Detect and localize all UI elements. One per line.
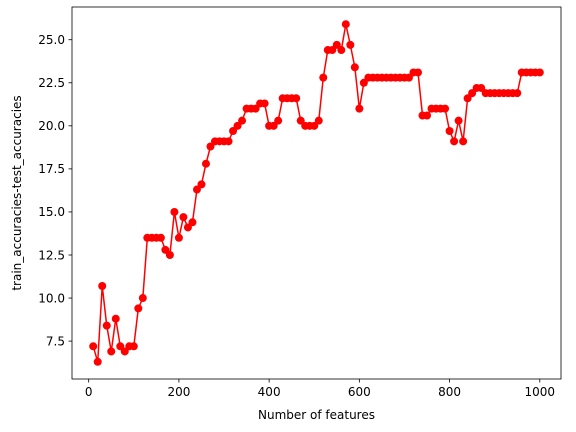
x-tick-label: 800 (438, 385, 461, 399)
x-tick-label: 0 (85, 385, 93, 399)
y-tick-label: 10.0 (38, 291, 65, 305)
x-tick-label: 1000 (525, 385, 556, 399)
data-point (310, 121, 319, 130)
data-point (341, 20, 350, 29)
x-tick-label: 200 (167, 385, 190, 399)
plot-frame (71, 6, 562, 380)
data-point (156, 233, 165, 242)
x-axis-label: Number of features (258, 408, 375, 422)
data-point (314, 116, 323, 125)
data-point (201, 159, 210, 168)
data-point (441, 104, 450, 113)
y-axis-ticks: 7.5 10.0 12.5 15.0 17.5 20.0 22.5 25.0 (38, 33, 72, 348)
data-point (359, 78, 368, 87)
data-point (346, 40, 355, 49)
data-point (337, 46, 346, 55)
data-point (251, 104, 260, 113)
data-point (274, 116, 283, 125)
data-point (224, 137, 233, 146)
data-point (350, 63, 359, 72)
data-point (513, 89, 522, 98)
data-point (107, 347, 116, 356)
y-tick-label: 17.5 (38, 162, 65, 176)
y-tick-label: 12.5 (38, 248, 65, 262)
data-point (238, 116, 247, 125)
data-point (111, 314, 120, 323)
y-tick-label: 15.0 (38, 205, 65, 219)
data-point (233, 121, 242, 130)
data-point (468, 89, 477, 98)
y-tick-label: 25.0 (38, 33, 65, 47)
x-tick-label: 400 (258, 385, 281, 399)
data-point (332, 40, 341, 49)
data-point (170, 207, 179, 216)
data-point (477, 83, 486, 92)
data-point (165, 251, 174, 259)
y-tick-label: 22.5 (38, 76, 65, 90)
data-point (459, 137, 468, 146)
data-point (192, 185, 201, 194)
x-axis-ticks: 0 200 400 600 800 1000 (85, 379, 555, 399)
data-point (296, 116, 305, 125)
data-point (319, 73, 328, 82)
data-point (535, 68, 544, 77)
data-point (269, 121, 278, 130)
data-point (355, 104, 364, 113)
data-point (404, 73, 413, 82)
data-point (292, 94, 301, 103)
data-point (197, 180, 206, 189)
data-point (463, 94, 472, 103)
data-point (445, 127, 454, 135)
data-point (414, 68, 422, 77)
data-point (138, 294, 147, 303)
data-point (89, 342, 98, 351)
data-point (102, 321, 111, 330)
data-point (454, 116, 463, 125)
data-point (206, 142, 215, 151)
x-tick-label: 600 (348, 385, 371, 399)
data-point (98, 282, 107, 290)
data-point (188, 218, 197, 227)
data-point (129, 342, 138, 351)
data-point (179, 213, 188, 222)
data-point (183, 223, 192, 232)
y-axis-label: train_accuracies-test_accuracies (10, 95, 24, 290)
data-point (161, 245, 170, 254)
y-tick-label: 20.0 (38, 119, 65, 133)
data-point (229, 127, 238, 135)
data-point (423, 111, 432, 120)
data-point (120, 347, 129, 356)
data-point (134, 304, 143, 313)
data-point (116, 342, 125, 351)
data-point (174, 233, 183, 242)
series-layer (89, 20, 544, 366)
data-point (328, 46, 337, 55)
data-point (450, 137, 459, 146)
data-point (260, 99, 269, 108)
y-tick-label: 7.5 (46, 334, 65, 348)
data-point (93, 357, 102, 366)
